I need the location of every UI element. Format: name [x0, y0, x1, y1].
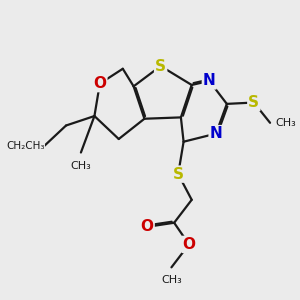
- Text: O: O: [141, 219, 154, 234]
- Text: CH₃: CH₃: [275, 118, 296, 128]
- Text: S: S: [248, 95, 259, 110]
- Text: N: N: [210, 126, 222, 141]
- Text: CH₃: CH₃: [70, 160, 91, 171]
- Text: O: O: [93, 76, 106, 91]
- Text: S: S: [155, 58, 166, 74]
- Text: CH₃: CH₃: [161, 275, 182, 286]
- Text: O: O: [182, 237, 196, 252]
- Text: S: S: [173, 167, 184, 182]
- Text: CH₂CH₃: CH₂CH₃: [6, 141, 44, 151]
- Text: N: N: [203, 74, 216, 88]
